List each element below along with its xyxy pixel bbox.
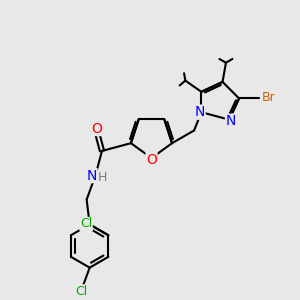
Text: Cl: Cl — [75, 285, 88, 298]
Text: N: N — [226, 114, 236, 128]
Text: N: N — [195, 105, 205, 119]
Text: O: O — [146, 153, 157, 166]
Text: O: O — [92, 122, 102, 136]
Text: N: N — [87, 169, 97, 183]
Text: Br: Br — [262, 91, 275, 104]
Text: Cl: Cl — [80, 218, 92, 230]
Text: H: H — [97, 172, 107, 184]
